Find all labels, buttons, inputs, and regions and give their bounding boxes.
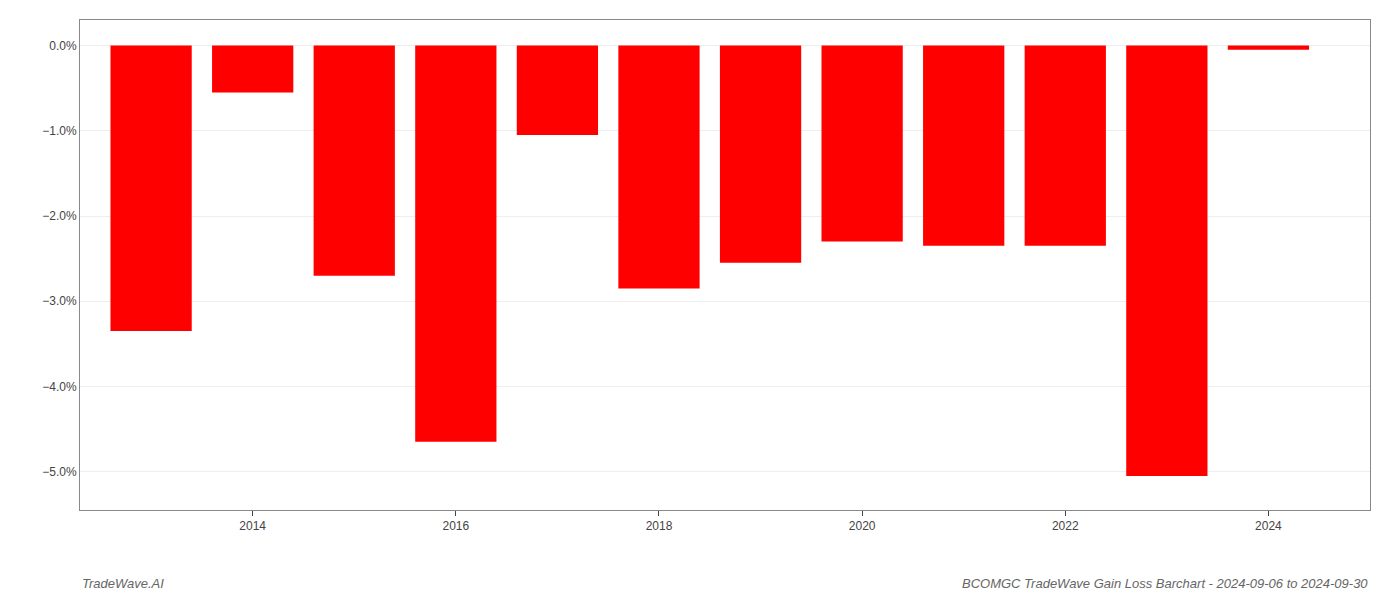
svg-text:0.0%: 0.0% [49,39,77,53]
svg-text:2018: 2018 [646,519,673,533]
svg-text:2024: 2024 [1255,519,1282,533]
svg-text:−5.0%: −5.0% [42,465,77,479]
svg-text:TradeWave.AI: TradeWave.AI [82,576,164,591]
svg-text:2016: 2016 [442,519,469,533]
svg-text:2020: 2020 [849,519,876,533]
svg-text:−3.0%: −3.0% [42,294,77,308]
svg-text:−2.0%: −2.0% [42,209,77,223]
svg-text:2014: 2014 [239,519,266,533]
svg-text:−1.0%: −1.0% [42,124,77,138]
svg-text:BCOMGC TradeWave Gain Loss Bar: BCOMGC TradeWave Gain Loss Barchart - 20… [962,576,1368,591]
svg-text:2022: 2022 [1052,519,1079,533]
svg-text:−4.0%: −4.0% [42,380,77,394]
